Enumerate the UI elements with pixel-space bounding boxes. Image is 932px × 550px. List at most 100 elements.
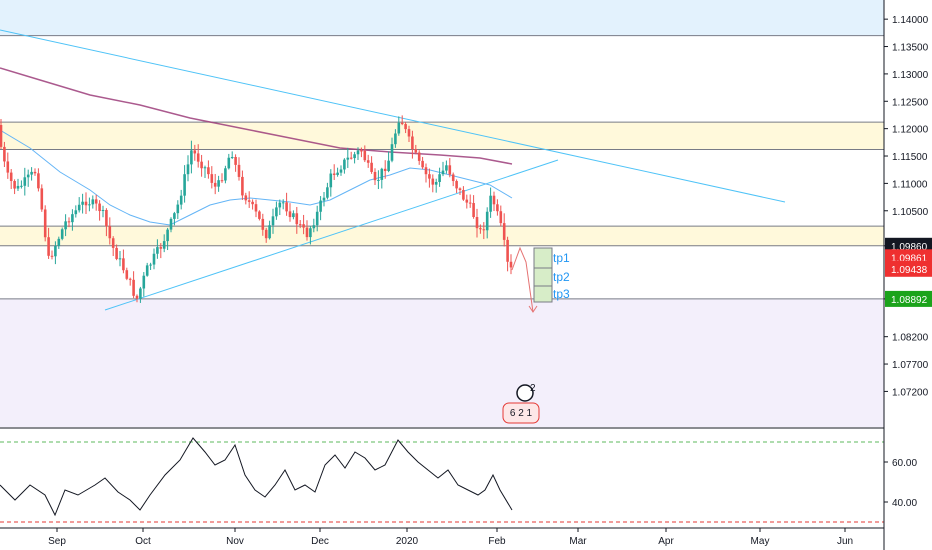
candle-body xyxy=(0,125,3,147)
candle-body xyxy=(200,161,203,169)
candle xyxy=(251,199,254,210)
price-tick-label: 1.11500 xyxy=(892,152,928,163)
candle-body xyxy=(47,237,50,256)
candle-body xyxy=(60,229,64,239)
target-label-2: tp2 xyxy=(553,270,570,284)
candle-body xyxy=(64,221,67,230)
candle xyxy=(496,199,499,216)
candle-body xyxy=(264,229,268,239)
time-tick-label: Sep xyxy=(48,536,66,547)
target-box-1 xyxy=(533,247,553,269)
events-marker[interactable]: 6 2 1 xyxy=(502,402,540,424)
candle xyxy=(414,144,418,155)
candle-body xyxy=(37,173,40,189)
candle xyxy=(0,118,3,149)
candle-body xyxy=(210,174,214,183)
dividend-marker[interactable]: 2 xyxy=(516,383,536,402)
candle-body xyxy=(288,211,292,218)
candle-body xyxy=(57,238,61,246)
candle xyxy=(60,227,64,241)
candle-body xyxy=(428,174,431,179)
candle xyxy=(108,217,112,245)
candle xyxy=(210,166,214,189)
price-tick-label: 1.11000 xyxy=(892,179,928,190)
candle-body xyxy=(213,182,217,187)
candle xyxy=(213,173,217,195)
candle-body xyxy=(125,270,129,279)
rsi-tick-label: 60.00 xyxy=(892,458,917,469)
candle-body xyxy=(373,171,377,181)
candle xyxy=(397,116,401,136)
candle xyxy=(315,205,319,232)
candle xyxy=(302,214,305,235)
candle-body xyxy=(139,288,142,299)
candle xyxy=(193,144,197,161)
candle-body xyxy=(499,211,503,224)
candle-body xyxy=(173,213,176,219)
candle xyxy=(383,160,387,179)
candle-body xyxy=(16,185,20,189)
event-markers[interactable]: 2 6 2 1 xyxy=(502,383,540,424)
candle xyxy=(244,192,248,205)
candle xyxy=(506,236,509,272)
candle xyxy=(71,209,74,231)
uptrend-line xyxy=(104,159,559,311)
candle-body xyxy=(152,253,156,265)
candle-body xyxy=(101,209,105,212)
candle xyxy=(390,137,394,163)
candle xyxy=(57,236,61,249)
candle xyxy=(3,141,6,167)
candle-body xyxy=(77,204,81,211)
candle-body xyxy=(13,181,16,189)
candle xyxy=(77,197,81,213)
candle xyxy=(380,167,384,189)
candle xyxy=(241,170,244,200)
candle-body xyxy=(336,172,339,175)
candle-body xyxy=(26,174,30,178)
candle-body xyxy=(3,146,6,162)
candle-body xyxy=(224,168,227,181)
candle-body xyxy=(349,157,353,159)
candle-body xyxy=(132,279,135,296)
candle-body xyxy=(43,209,47,238)
candle-body xyxy=(227,157,231,169)
candle xyxy=(132,271,135,299)
candle xyxy=(9,169,13,190)
candle xyxy=(169,217,173,233)
candle-body xyxy=(356,150,360,155)
candle xyxy=(67,217,71,228)
candle xyxy=(261,213,265,236)
candle-body xyxy=(509,261,513,268)
candle xyxy=(47,227,50,259)
candle xyxy=(247,191,251,208)
candle-body xyxy=(319,200,322,212)
candle-body xyxy=(84,201,88,206)
candle xyxy=(285,192,288,216)
projection-layer: tp1 tp2 tp3 xyxy=(511,246,570,313)
candle-body xyxy=(292,213,295,218)
price-label-text-2: 1.09438 xyxy=(891,265,928,276)
candle xyxy=(196,144,200,168)
events-count: 6 2 1 xyxy=(510,408,533,419)
candle-body xyxy=(424,167,428,175)
candle xyxy=(455,179,458,193)
candle xyxy=(441,161,445,177)
candle-body xyxy=(380,168,384,180)
candle-body xyxy=(472,203,475,218)
target-box-3 xyxy=(533,285,553,303)
candle xyxy=(421,156,424,170)
candle-body xyxy=(94,199,98,204)
candle-body xyxy=(281,202,285,204)
candle xyxy=(431,174,435,193)
candle xyxy=(111,236,115,257)
zone-1 xyxy=(0,122,884,150)
candle-body xyxy=(203,167,207,169)
candle xyxy=(292,210,295,220)
candle xyxy=(499,205,503,227)
candle-body xyxy=(411,136,414,150)
candle-body xyxy=(394,133,397,145)
candle xyxy=(176,200,180,220)
candle xyxy=(275,201,278,220)
